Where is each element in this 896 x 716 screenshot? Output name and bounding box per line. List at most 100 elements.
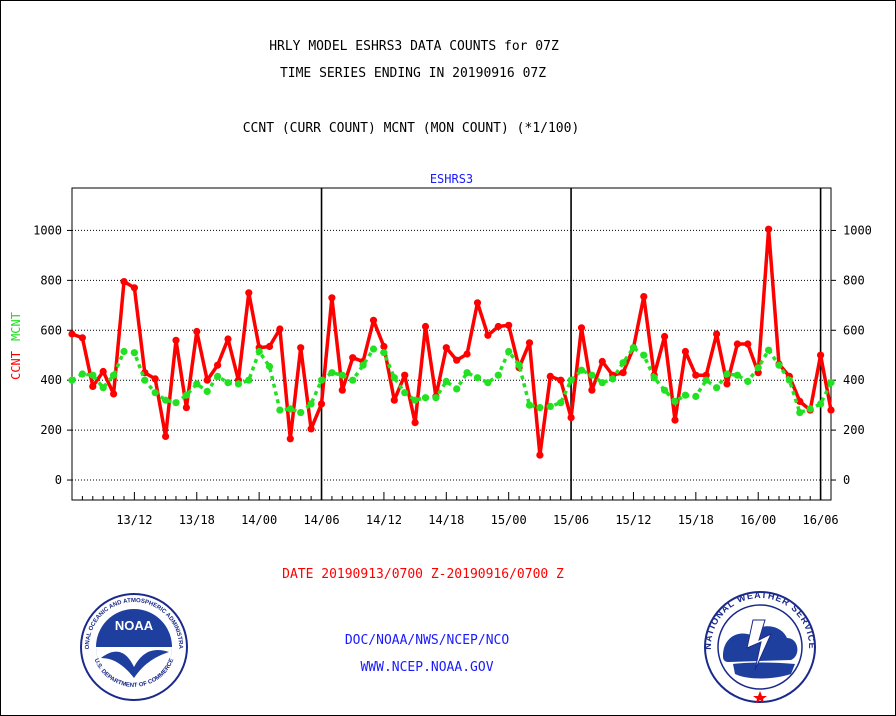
- data-point-mcnt: [297, 409, 305, 417]
- data-point-mcnt: [629, 344, 638, 352]
- x-tick-label: 13/12: [116, 513, 152, 527]
- data-point-mcnt: [702, 376, 710, 384]
- data-point-mcnt: [557, 399, 565, 407]
- x-tick-label: 16/00: [740, 513, 776, 527]
- data-point-mcnt: [733, 371, 742, 379]
- data-point-ccnt: [390, 396, 398, 404]
- data-point-mcnt: [328, 369, 336, 377]
- data-point-ccnt: [557, 376, 565, 384]
- data-point-mcnt: [421, 394, 430, 402]
- data-point-ccnt: [505, 321, 513, 329]
- y-tick-label-left: 0: [55, 473, 62, 487]
- data-point-ccnt: [286, 435, 294, 443]
- x-tick-label: 15/12: [615, 513, 651, 527]
- data-point-mcnt: [785, 376, 794, 384]
- data-point-ccnt: [265, 342, 274, 351]
- data-point-ccnt: [796, 397, 804, 405]
- chart-subtitle: CCNT (CURR COUNT) MCNT (MON COUNT) (*1/1…: [242, 121, 580, 136]
- y-tick-label-right: 0: [843, 473, 850, 487]
- data-point-mcnt: [713, 384, 721, 392]
- data-point-mcnt: [432, 394, 440, 402]
- y-tick-label-right: 200: [843, 423, 865, 437]
- data-point-mcnt: [349, 376, 357, 384]
- data-point-mcnt: [390, 374, 398, 382]
- data-point-mcnt: [463, 369, 471, 377]
- data-point-mcnt: [619, 359, 627, 367]
- data-point-ccnt: [453, 356, 461, 364]
- data-point-ccnt: [484, 331, 492, 339]
- data-point-mcnt: [640, 351, 648, 359]
- data-point-mcnt: [130, 349, 138, 357]
- data-point-mcnt: [411, 396, 419, 404]
- data-point-ccnt: [619, 369, 627, 377]
- data-point-ccnt: [276, 325, 284, 333]
- data-point-mcnt: [827, 379, 835, 387]
- x-tick-label: 14/00: [241, 513, 277, 527]
- data-point-mcnt: [650, 374, 658, 382]
- data-point-mcnt: [754, 364, 762, 372]
- data-point-mcnt: [744, 377, 752, 385]
- data-point-mcnt: [265, 362, 274, 371]
- data-point-mcnt: [162, 396, 170, 404]
- x-tick-label: 15/18: [678, 513, 714, 527]
- data-point-mcnt: [245, 376, 253, 384]
- data-point-ccnt: [692, 371, 700, 379]
- data-point-ccnt: [401, 371, 409, 379]
- data-point-mcnt: [141, 376, 149, 384]
- data-point-mcnt: [78, 370, 86, 378]
- data-point-mcnt: [286, 405, 294, 413]
- x-tick-label: 15/06: [553, 513, 589, 527]
- data-point-mcnt: [775, 361, 783, 369]
- data-point-mcnt: [525, 401, 534, 409]
- y-tick-label-right: 800: [843, 273, 865, 287]
- data-point-ccnt: [681, 347, 690, 356]
- data-point-ccnt: [473, 299, 482, 307]
- y-tick-label-left: 800: [40, 273, 62, 287]
- data-point-ccnt: [110, 390, 118, 398]
- data-point-ccnt: [744, 340, 752, 348]
- data-point-ccnt: [702, 371, 710, 379]
- data-point-mcnt: [473, 374, 482, 382]
- data-point-mcnt: [182, 391, 190, 399]
- data-point-mcnt: [661, 386, 669, 394]
- chart-series-title: ESHRS3: [430, 172, 473, 186]
- data-point-ccnt: [214, 361, 222, 369]
- x-tick-label: 14/06: [303, 513, 339, 527]
- noaa-badge-text: NOAA: [115, 618, 154, 633]
- y-axis-label-ccnt: CCNT: [9, 351, 23, 380]
- website-label: WWW.NCEP.NOAA.GOV: [360, 660, 494, 675]
- data-point-ccnt: [494, 322, 502, 331]
- data-point-ccnt: [369, 316, 378, 324]
- data-point-mcnt: [671, 397, 679, 405]
- data-point-mcnt: [172, 399, 180, 407]
- data-point-ccnt: [567, 414, 575, 422]
- data-point-ccnt: [172, 336, 180, 344]
- data-point-mcnt: [796, 409, 804, 417]
- data-point-mcnt: [598, 379, 606, 387]
- data-point-mcnt: [214, 372, 222, 380]
- data-point-ccnt: [671, 416, 679, 424]
- data-point-ccnt: [130, 284, 138, 292]
- data-point-mcnt: [494, 371, 502, 379]
- y-tick-label-left: 200: [40, 423, 62, 437]
- org-path-label: DOC/NOAA/NWS/NCEP/NCO: [344, 633, 510, 648]
- data-point-mcnt: [515, 361, 523, 369]
- data-point-mcnt: [380, 349, 388, 357]
- data-point-mcnt: [307, 400, 315, 408]
- x-tick-label: 16/06: [803, 513, 839, 527]
- data-point-ccnt: [193, 327, 201, 336]
- date-range-label: DATE 20190913/0700 Z-20190916/0700 Z: [282, 567, 564, 582]
- x-tick-label: 13/18: [179, 513, 215, 527]
- data-point-mcnt: [609, 375, 617, 383]
- data-point-ccnt: [463, 350, 471, 358]
- data-point-mcnt: [692, 392, 700, 400]
- data-point-ccnt: [78, 334, 86, 342]
- data-point-ccnt: [162, 432, 170, 440]
- data-point-mcnt: [317, 376, 326, 384]
- data-point-ccnt: [765, 225, 773, 233]
- data-point-ccnt: [349, 354, 357, 362]
- data-point-mcnt: [577, 366, 586, 374]
- data-point-ccnt: [827, 406, 835, 414]
- data-point-ccnt: [338, 386, 346, 394]
- y-tick-label-left: 600: [40, 323, 62, 337]
